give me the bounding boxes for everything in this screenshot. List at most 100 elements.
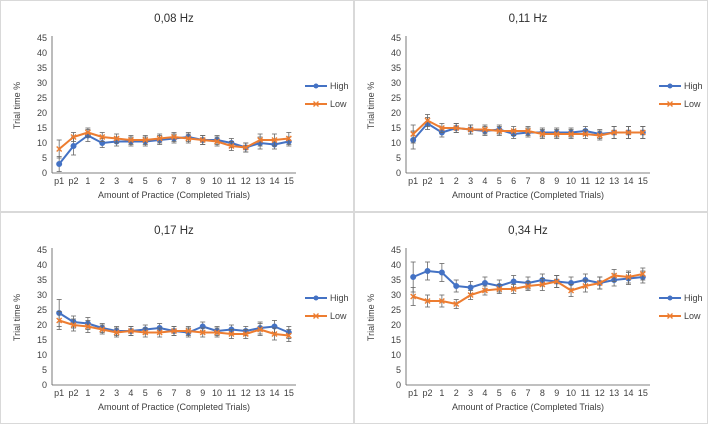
data-point xyxy=(410,274,417,280)
y-tick-label: 30 xyxy=(391,290,401,300)
data-point xyxy=(596,280,603,286)
x-tick-label: 10 xyxy=(566,176,576,186)
data-point xyxy=(257,137,264,143)
x-tick-label: 4 xyxy=(128,388,133,398)
y-tick-label: 15 xyxy=(391,123,401,133)
data-point xyxy=(271,331,278,337)
y-tick-label: 15 xyxy=(391,335,401,345)
x-tick-label: 7 xyxy=(171,388,176,398)
x-tick-label: p2 xyxy=(69,388,79,398)
y-tick-label: 20 xyxy=(391,320,401,330)
x-tick-label: 14 xyxy=(623,388,633,398)
data-point xyxy=(70,134,77,140)
y-tick-label: 35 xyxy=(391,63,401,73)
data-point xyxy=(56,146,63,152)
x-tick-label: 4 xyxy=(128,176,133,186)
series-low xyxy=(410,267,646,309)
x-tick-label: 6 xyxy=(511,176,516,186)
y-tick-label: 30 xyxy=(37,78,47,88)
y-axis-label: Trial time % xyxy=(366,294,376,341)
data-point xyxy=(525,283,531,289)
y-tick-label: 5 xyxy=(42,365,47,375)
data-point xyxy=(171,328,177,334)
panel-border xyxy=(354,212,708,424)
x-tick-label: 6 xyxy=(157,388,162,398)
y-tick-label: 25 xyxy=(391,93,401,103)
y-tick-label: 40 xyxy=(37,48,47,58)
x-tick-label: 5 xyxy=(143,388,148,398)
data-point xyxy=(467,292,474,298)
data-point xyxy=(611,129,618,136)
legend-marker xyxy=(667,313,673,319)
y-tick-label: 25 xyxy=(37,305,47,315)
x-tick-label: p1 xyxy=(54,388,64,398)
data-point xyxy=(285,332,292,339)
data-point xyxy=(481,287,488,294)
data-point xyxy=(156,135,163,142)
y-tick-label: 40 xyxy=(37,260,47,270)
data-point xyxy=(285,135,292,142)
y-tick-label: 35 xyxy=(391,275,401,285)
y-tick-label: 35 xyxy=(37,63,47,73)
chart-title: 0,08 Hz xyxy=(154,13,194,25)
data-point xyxy=(510,278,517,285)
x-tick-label: 6 xyxy=(157,176,162,186)
y-tick-label: 10 xyxy=(37,138,47,148)
data-point xyxy=(481,126,488,133)
legend-label: Low xyxy=(684,311,701,321)
x-tick-label: 2 xyxy=(454,176,459,186)
data-point xyxy=(582,283,589,289)
y-tick-label: 10 xyxy=(391,138,401,148)
y-tick-label: 10 xyxy=(37,350,47,360)
y-axis-label: Trial time % xyxy=(12,82,22,129)
x-tick-label: 1 xyxy=(439,388,444,398)
x-tick-label: 14 xyxy=(623,176,633,186)
x-tick-label: 10 xyxy=(566,388,576,398)
x-tick-label: 10 xyxy=(212,388,222,398)
x-tick-label: 9 xyxy=(200,388,205,398)
legend-marker xyxy=(313,83,319,89)
x-tick-label: 12 xyxy=(595,176,605,186)
data-point xyxy=(257,326,264,333)
x-tick-label: 13 xyxy=(255,176,265,186)
legend-entry: Low xyxy=(659,311,701,321)
legend-entry: High xyxy=(305,81,349,91)
legend-label: Low xyxy=(330,99,347,109)
data-point xyxy=(582,131,589,137)
data-point xyxy=(199,329,206,336)
data-point xyxy=(171,134,177,140)
y-tick-label: 25 xyxy=(391,305,401,315)
legend-marker xyxy=(667,101,673,107)
data-point xyxy=(214,138,221,145)
data-point xyxy=(553,278,560,285)
x-tick-label: 11 xyxy=(581,388,590,398)
y-axis-label: Trial time % xyxy=(12,294,22,341)
x-tick-label: 3 xyxy=(468,388,473,398)
y-tick-label: 5 xyxy=(396,365,401,375)
data-point xyxy=(113,329,120,336)
data-point xyxy=(156,329,163,336)
y-tick-label: 20 xyxy=(391,108,401,118)
data-point xyxy=(242,331,249,337)
data-point xyxy=(84,129,91,136)
legend-label: High xyxy=(330,293,349,303)
panel-border xyxy=(0,0,354,212)
x-tick-label: 7 xyxy=(171,176,176,186)
x-tick-label: 5 xyxy=(143,176,148,186)
chart-title: 0,17 Hz xyxy=(154,225,194,237)
x-axis-label: Amount of Practice (Completed Trials) xyxy=(98,190,250,200)
data-point xyxy=(639,129,646,136)
data-point xyxy=(467,284,474,291)
x-tick-label: p1 xyxy=(408,176,418,186)
data-point xyxy=(271,137,278,143)
data-point xyxy=(553,131,560,137)
y-tick-label: 45 xyxy=(37,33,47,43)
legend-entry: Low xyxy=(305,99,347,109)
x-tick-label: 13 xyxy=(609,388,619,398)
legend-entry: High xyxy=(659,293,703,303)
